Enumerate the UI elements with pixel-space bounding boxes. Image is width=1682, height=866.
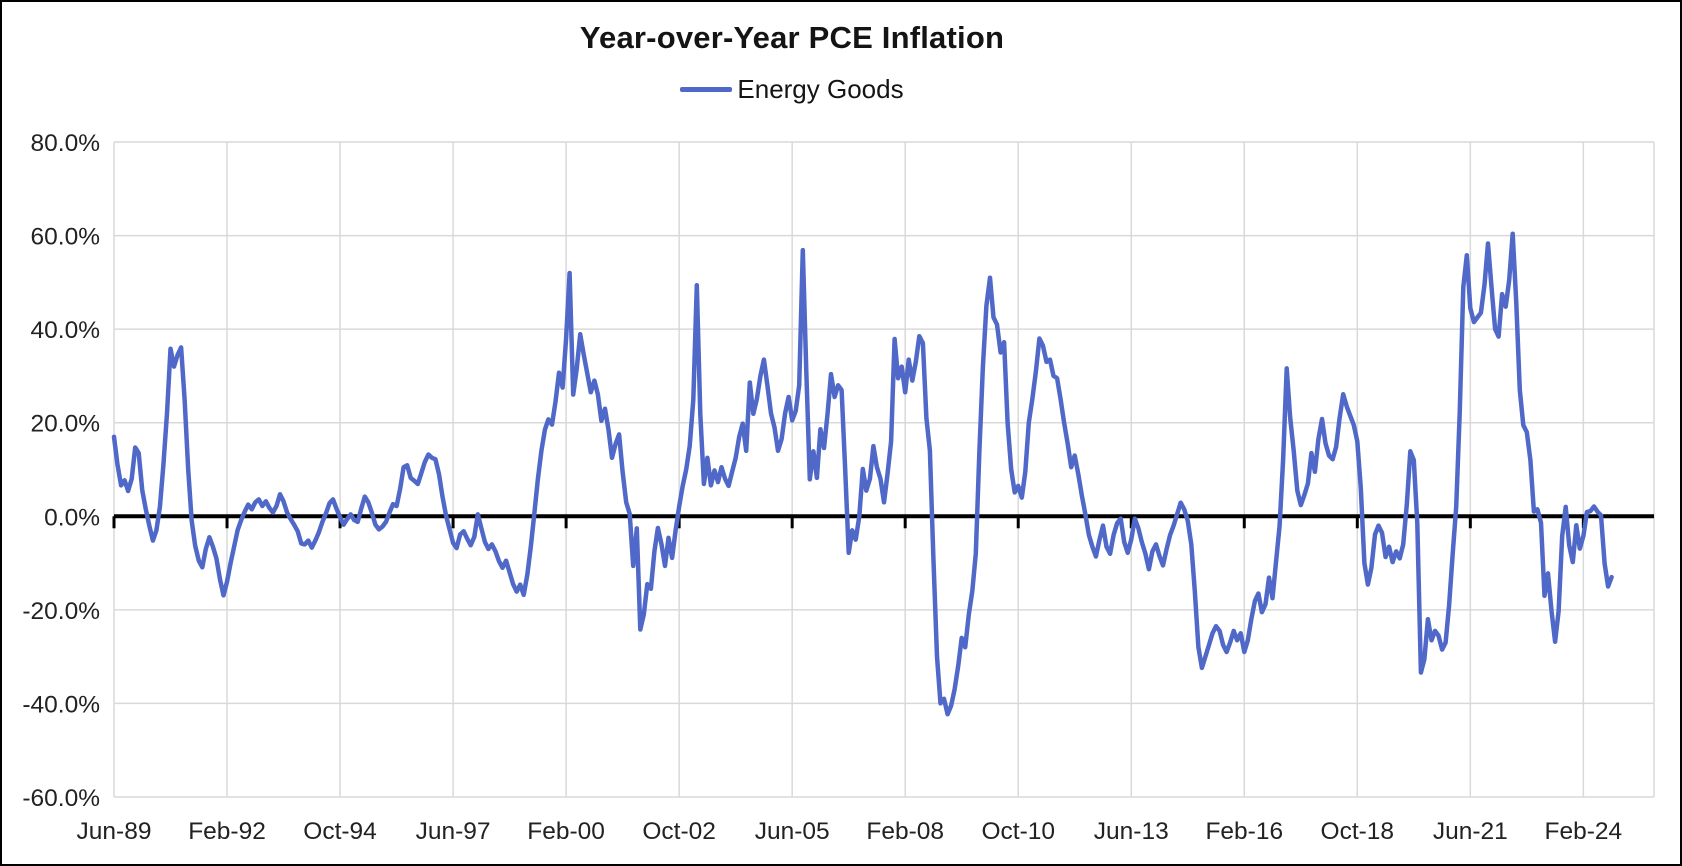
x-axis-label: Jun-13 [1094, 818, 1169, 845]
x-axis-label: Oct-10 [981, 818, 1055, 845]
x-axis-label: Oct-94 [303, 818, 377, 845]
chart-title: Year-over-Year PCE Inflation [579, 20, 1005, 55]
energy-goods-line [111, 231, 1614, 717]
x-axis-label: Feb-00 [527, 818, 605, 845]
legend-label: Energy Goods [737, 74, 904, 104]
x-axis-label: Feb-24 [1545, 818, 1623, 845]
y-axis-label: -40.0% [22, 691, 100, 718]
y-axis-label: 40.0% [31, 317, 100, 344]
y-axis-label: 20.0% [31, 411, 100, 438]
x-axis-label: Feb-16 [1205, 818, 1283, 845]
x-axis-label: Oct-02 [642, 818, 716, 845]
y-axis-label: 0.0% [44, 504, 100, 531]
x-axis-label: Jun-21 [1433, 818, 1508, 845]
x-axis-label: Jun-97 [416, 818, 491, 845]
gridlines [113, 141, 1655, 798]
x-axis-label: Feb-08 [866, 818, 944, 845]
legend: Energy Goods [2, 74, 1582, 105]
legend-entry: Energy Goods [680, 74, 904, 105]
y-axis-label: -20.0% [22, 598, 100, 625]
axis-tick-labels: 80.0% 60.0% 40.0% 20.0% 0.0% -20.0% -40.0% -60.… [22, 130, 1622, 845]
legend-line-marker [680, 87, 733, 92]
series-energy-goods [111, 231, 1614, 717]
x-axis-label: Feb-92 [188, 818, 266, 845]
x-axis-label: Jun-05 [755, 818, 830, 845]
x-axis-label: Oct-18 [1321, 818, 1395, 845]
x-axis-label: Jun-89 [77, 818, 152, 845]
y-axis-label: 60.0% [31, 224, 100, 251]
y-axis-label: -60.0% [22, 785, 100, 812]
y-axis-label: 80.0% [31, 130, 100, 157]
